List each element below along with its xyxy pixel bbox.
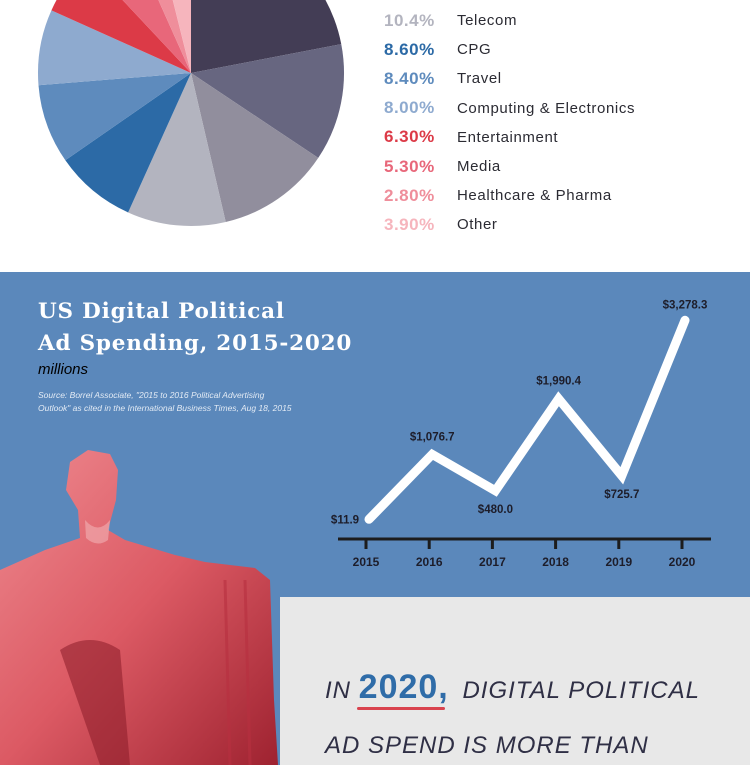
pie-slice-entertainment bbox=[51, 0, 191, 73]
legend-pct: 10.4% bbox=[384, 10, 435, 30]
data-label: $480.0 bbox=[478, 504, 513, 516]
data-point bbox=[494, 489, 497, 492]
pie-slice-telecom bbox=[128, 73, 226, 226]
data-point bbox=[557, 397, 560, 400]
legend-label: Healthcare & Pharma bbox=[457, 187, 612, 205]
pie-chart bbox=[37, 0, 344, 226]
pie-slice-healthcare-pharma bbox=[158, 0, 191, 73]
legend-pct: 2.80% bbox=[384, 185, 435, 205]
line-chart: 2015 2016 2017 2018 2019 2020 $11.9 $1,076.7 $48… bbox=[331, 299, 711, 569]
chart-source: Source: Borrel Associate, "2015 to 2016 … bbox=[38, 389, 338, 415]
legend-label: Other bbox=[457, 216, 498, 234]
legend-item: 8.40% Travel bbox=[384, 64, 635, 93]
callout-year-text: 2020, bbox=[358, 668, 449, 706]
legend-item: 3.90% Other bbox=[384, 210, 635, 239]
legend-pct: 5.30% bbox=[384, 156, 435, 176]
legend-label: Telecom bbox=[457, 12, 518, 30]
x-tick-label: 2020 bbox=[669, 555, 696, 569]
callout-year: 2020, bbox=[356, 668, 449, 710]
legend-item: 6.30% Entertainment bbox=[384, 123, 635, 152]
source-line1: Source: Borrel Associate, "2015 to 2016 … bbox=[38, 390, 265, 400]
data-point bbox=[620, 474, 623, 477]
line-series bbox=[364, 315, 690, 524]
legend-pct: 8.40% bbox=[384, 68, 435, 88]
x-tick-label: 2017 bbox=[479, 555, 506, 569]
legend-item: 2.80% Healthcare & Pharma bbox=[384, 181, 635, 210]
legend-pct: 8.60% bbox=[384, 39, 435, 59]
chart-title: US Digital Political Ad Spending, 2015-2… bbox=[38, 296, 352, 360]
pie-slice-computing-electronics bbox=[37, 10, 191, 86]
legend-label: Computing & Electronics bbox=[457, 99, 636, 117]
data-label: $3,278.3 bbox=[663, 299, 708, 311]
x-tick-label: 2019 bbox=[605, 555, 632, 569]
legend-item: 8.00% Computing & Electronics bbox=[384, 94, 635, 123]
x-tick-label: 2016 bbox=[416, 555, 443, 569]
legend-label: Media bbox=[457, 158, 501, 176]
legend-pct: 3.90% bbox=[384, 214, 435, 234]
data-point bbox=[431, 453, 434, 456]
source-line2: Outlook" as cited in the International B… bbox=[38, 403, 292, 413]
pie-slice-2 bbox=[191, 73, 319, 223]
legend-label: Entertainment bbox=[457, 128, 559, 146]
chart-title-line1: US Digital Political bbox=[38, 299, 285, 324]
pie-slice-other bbox=[172, 0, 191, 73]
legend-label: CPG bbox=[457, 41, 492, 59]
chart-title-line2: Ad Spending, 2015-2020 bbox=[38, 331, 353, 356]
pie-slice-travel bbox=[38, 73, 191, 161]
data-label: $725.7 bbox=[604, 489, 639, 501]
pie-slice-1 bbox=[191, 44, 344, 158]
chart-subtitle: millions bbox=[38, 361, 89, 378]
x-tick-label: 2018 bbox=[542, 555, 569, 569]
data-point bbox=[684, 319, 686, 322]
legend-label: Travel bbox=[457, 70, 502, 88]
callout-line1: IN 2020, DIGITAL POLITICAL bbox=[325, 668, 700, 710]
legend-item: 5.30% Media bbox=[384, 152, 635, 181]
callout-line1-rest: DIGITAL POLITICAL bbox=[462, 677, 700, 704]
pie-legend: 10.4% Telecom 8.60% CPG 8.40% Travel 8.00% Comp… bbox=[384, 6, 635, 240]
callout-line2: AD SPEND IS MORE THAN bbox=[325, 732, 649, 759]
data-label: $1,990.4 bbox=[536, 376, 581, 388]
pie-slice-media bbox=[122, 0, 191, 73]
lincoln-statue-image bbox=[0, 450, 278, 765]
legend-item: 10.4% Telecom bbox=[384, 6, 635, 35]
year-underline bbox=[356, 707, 445, 710]
data-label: $1,076.7 bbox=[410, 431, 455, 443]
callout-section bbox=[280, 597, 750, 765]
data-point bbox=[368, 518, 370, 521]
callout-prefix: IN bbox=[325, 677, 351, 704]
legend-item: 8.60% CPG bbox=[384, 35, 635, 64]
legend-pct: 6.30% bbox=[384, 127, 435, 147]
x-tick-label: 2015 bbox=[353, 555, 380, 569]
pie-section: 10.4% Telecom 8.60% CPG 8.40% Travel 8.00% Comp… bbox=[0, 0, 750, 272]
pie-slice-cpg bbox=[65, 73, 191, 213]
data-label: $11.9 bbox=[331, 514, 359, 526]
legend-pct: 8.00% bbox=[384, 98, 435, 118]
pie-slice-0 bbox=[191, 0, 342, 73]
